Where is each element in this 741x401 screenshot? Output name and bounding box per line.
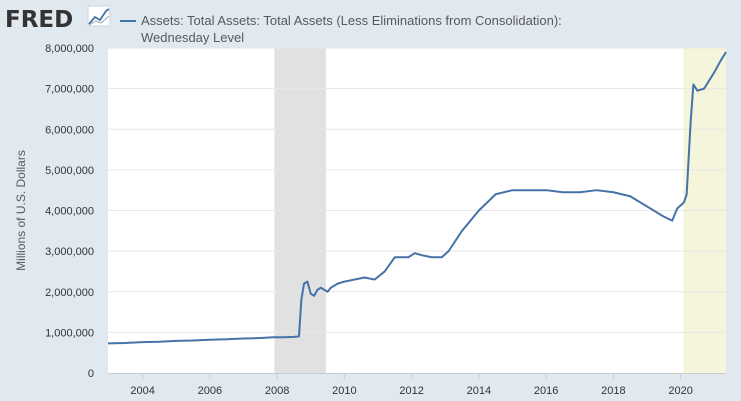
- x-tick-label: 2018: [601, 385, 625, 397]
- series-line[interactable]: [107, 51, 727, 345]
- y-tick-label: 8,000,000: [45, 43, 94, 55]
- y-tick-label: 2,000,000: [45, 287, 94, 299]
- y-tick-label: 0: [88, 368, 94, 380]
- x-axis: 2004 2006 2008 2010 2012 2014 2016 2018 2020: [108, 373, 726, 397]
- y-tick-label: 6,000,000: [45, 124, 94, 136]
- series-group: [107, 51, 727, 345]
- x-tick-label: 2012: [399, 385, 423, 397]
- y-tick-label: 3,000,000: [45, 246, 94, 258]
- x-tick-label: 2014: [467, 385, 491, 397]
- gridlines: [108, 47, 726, 333]
- fred-logo-text: FRED: [5, 7, 73, 33]
- y-tick-label: 4,000,000: [45, 206, 94, 218]
- y-axis-title: Millions of U.S. Dollars: [14, 150, 28, 271]
- y-tick-label: 5,000,000: [45, 165, 94, 177]
- legend[interactable]: Assets: Total Assets: Total Assets (Less…: [120, 13, 562, 45]
- y-axis: 0 1,000,000 2,000,000 3,000,000 4,000,000 5,0…: [45, 43, 94, 380]
- y-tick-label: 7,000,000: [45, 84, 94, 96]
- x-tick-label: 2020: [668, 385, 692, 397]
- x-tick-label: 2006: [198, 385, 222, 397]
- line-chart-icon: [87, 5, 111, 27]
- x-tick-label: 2004: [130, 385, 154, 397]
- x-tick-label: 2010: [332, 385, 356, 397]
- legend-label-line-2: Wednesday Level: [141, 30, 244, 45]
- legend-label-line-1: Assets: Total Assets: Total Assets (Less…: [141, 13, 562, 28]
- x-tick-label: 2008: [265, 385, 289, 397]
- y-tick-label: 1,000,000: [45, 327, 94, 339]
- x-tick-label: 2016: [534, 385, 558, 397]
- fred-logo[interactable]: FRED: [5, 5, 111, 33]
